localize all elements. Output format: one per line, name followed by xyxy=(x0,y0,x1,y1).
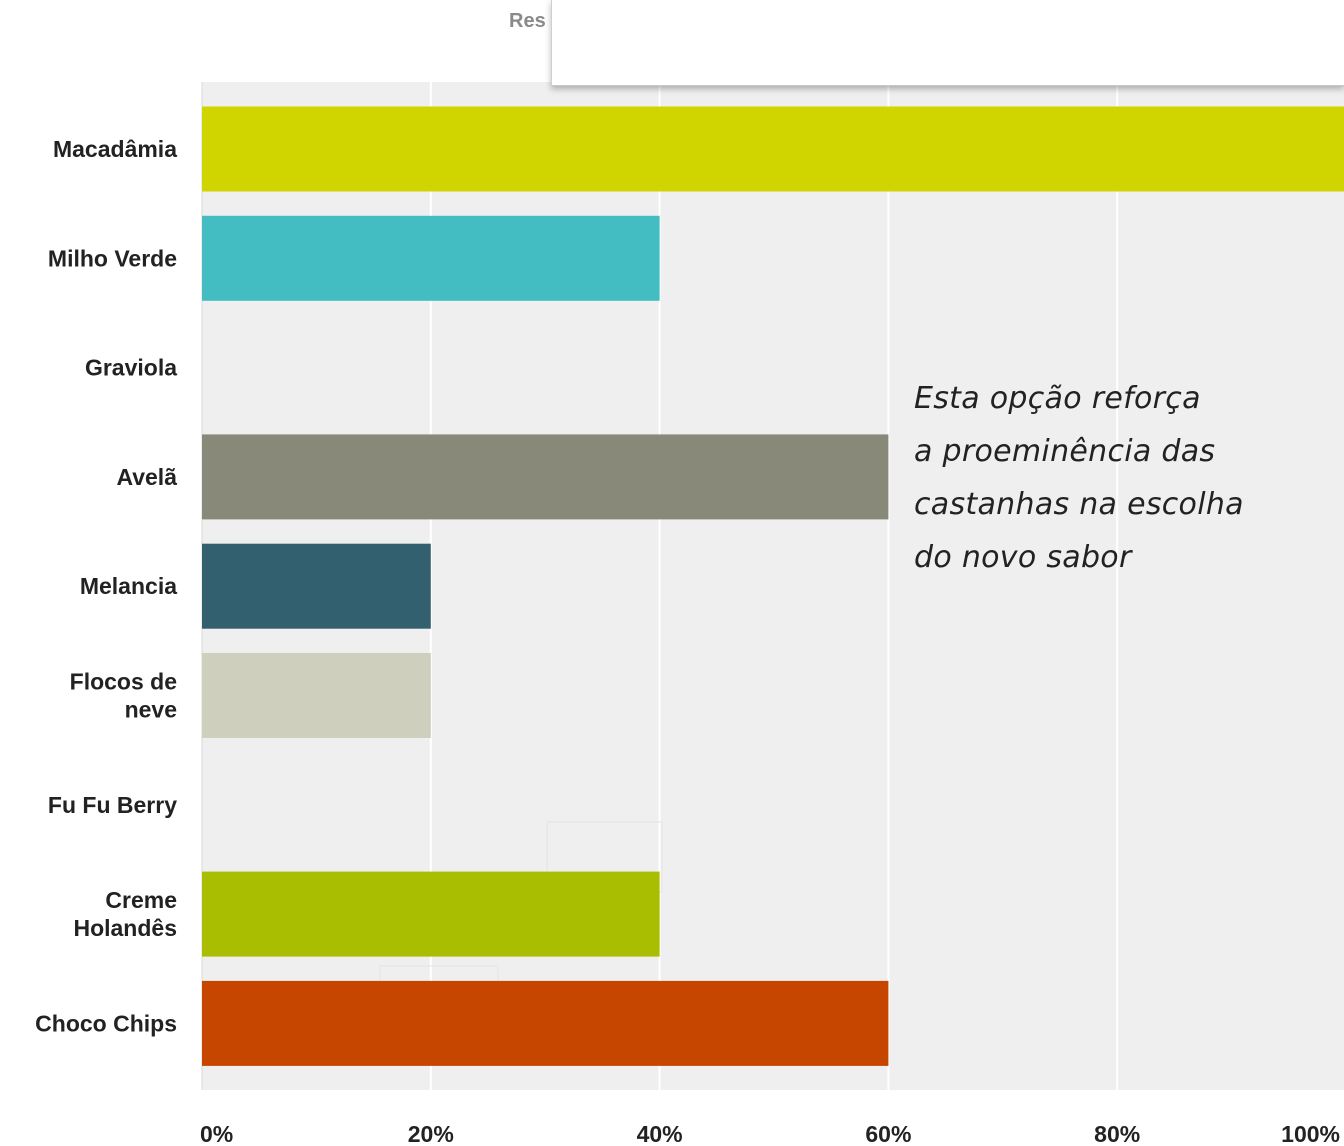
category-label: Macadâmia xyxy=(53,136,177,162)
chart-title: Res xyxy=(509,10,546,32)
overlay-panel xyxy=(551,0,1344,86)
category-label: neve xyxy=(125,697,177,723)
x-tick-label: 0% xyxy=(200,1121,233,1146)
category-label: Avelã xyxy=(116,464,177,490)
bar xyxy=(202,543,431,629)
annotation-line: castanhas na escolha xyxy=(914,487,1244,522)
bar xyxy=(202,215,660,301)
x-tick-label: 60% xyxy=(865,1121,911,1146)
category-label: Holandês xyxy=(73,915,177,941)
annotation-line: do novo sabor xyxy=(914,540,1132,575)
category-label: Creme xyxy=(105,887,177,913)
x-tick-label: 20% xyxy=(408,1121,454,1146)
annotation-line: a proeminência das xyxy=(914,434,1216,469)
annotation-line: Esta opção reforça xyxy=(914,381,1201,416)
category-label: Melancia xyxy=(80,573,177,599)
bar xyxy=(202,980,889,1066)
bar xyxy=(202,653,431,738)
category-label: Graviola xyxy=(85,355,177,381)
x-tick-label: 40% xyxy=(637,1121,683,1146)
category-label: Choco Chips xyxy=(35,1010,177,1036)
bar xyxy=(202,434,889,520)
category-label: Fu Fu Berry xyxy=(48,792,177,818)
bar xyxy=(202,106,1344,192)
bar xyxy=(202,871,660,957)
category-label: Milho Verde xyxy=(48,245,177,271)
category-label: Flocos de xyxy=(70,669,177,695)
annotation-text: Esta opção reforça a proeminência das ca… xyxy=(914,372,1314,584)
x-tick-label: 100% xyxy=(1281,1121,1340,1146)
x-tick-label: 80% xyxy=(1094,1121,1140,1146)
